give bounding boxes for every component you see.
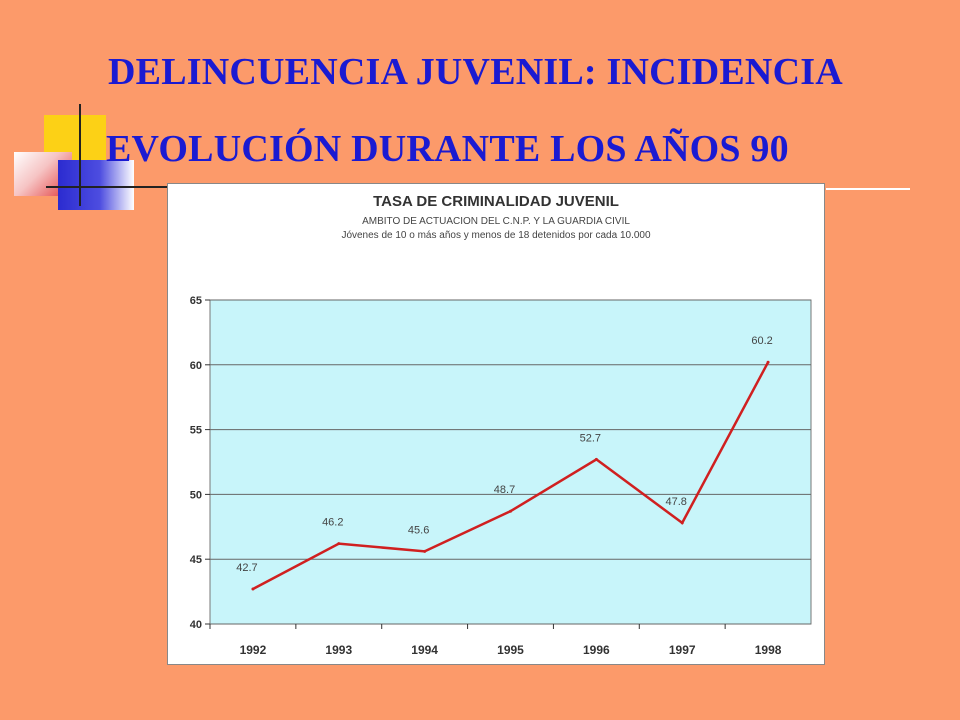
decor-vertical-line bbox=[79, 104, 81, 206]
x-tick-label: 1992 bbox=[240, 643, 267, 657]
decor-blue-square bbox=[58, 160, 134, 210]
data-point bbox=[766, 360, 770, 364]
data-label: 60.2 bbox=[751, 335, 772, 347]
data-point bbox=[251, 587, 255, 591]
y-tick-label: 45 bbox=[190, 554, 202, 566]
y-tick-label: 60 bbox=[190, 360, 202, 372]
slide-title-line-1: DELINCUENCIA JUVENIL: INCIDENCIA bbox=[108, 51, 843, 93]
decor-divider-line bbox=[826, 188, 910, 190]
x-tick-label: 1998 bbox=[755, 643, 782, 657]
chart-subtitle-1: AMBITO DE ACTUACION DEL C.N.P. Y LA GUAR… bbox=[362, 216, 630, 227]
data-point bbox=[594, 457, 598, 461]
x-tick-label: 1994 bbox=[411, 643, 438, 657]
chart-title: TASA DE CRIMINALIDAD JUVENIL bbox=[373, 193, 619, 210]
y-tick-label: 55 bbox=[190, 425, 202, 437]
y-tick-label: 50 bbox=[190, 489, 202, 501]
slide-title-line-2: EVOLUCIÓN DURANTE LOS AÑOS 90 bbox=[106, 128, 789, 170]
plot-layer: 40 45 50 55 60 65 1992 1993 1994 1995 1996 1997 1998… bbox=[190, 295, 812, 657]
data-point bbox=[337, 542, 341, 546]
data-label: 45.6 bbox=[408, 524, 429, 536]
data-label: 42.7 bbox=[236, 562, 257, 574]
data-label: 52.7 bbox=[580, 432, 601, 444]
chart-panel: TASA DE CRIMINALIDAD JUVENIL AMBITO DE A… bbox=[167, 183, 825, 665]
data-label: 46.2 bbox=[322, 517, 343, 529]
x-tick-label: 1993 bbox=[325, 643, 352, 657]
plot-area bbox=[209, 299, 812, 625]
data-point bbox=[680, 521, 684, 525]
line-chart: TASA DE CRIMINALIDAD JUVENIL AMBITO DE A… bbox=[190, 193, 812, 657]
chart-subtitle-2: Jóvenes de 10 o más años y menos de 18 d… bbox=[341, 230, 651, 241]
data-label: 48.7 bbox=[494, 484, 515, 496]
y-tick-label: 40 bbox=[190, 619, 202, 631]
decor-horizontal-line bbox=[46, 186, 170, 188]
y-tick-label: 65 bbox=[190, 295, 202, 307]
data-label: 47.8 bbox=[666, 496, 687, 508]
x-tick-label: 1995 bbox=[497, 643, 524, 657]
data-point bbox=[509, 509, 512, 513]
data-point bbox=[423, 549, 427, 553]
x-tick-label: 1996 bbox=[583, 643, 610, 657]
x-tick-label: 1997 bbox=[669, 643, 696, 657]
